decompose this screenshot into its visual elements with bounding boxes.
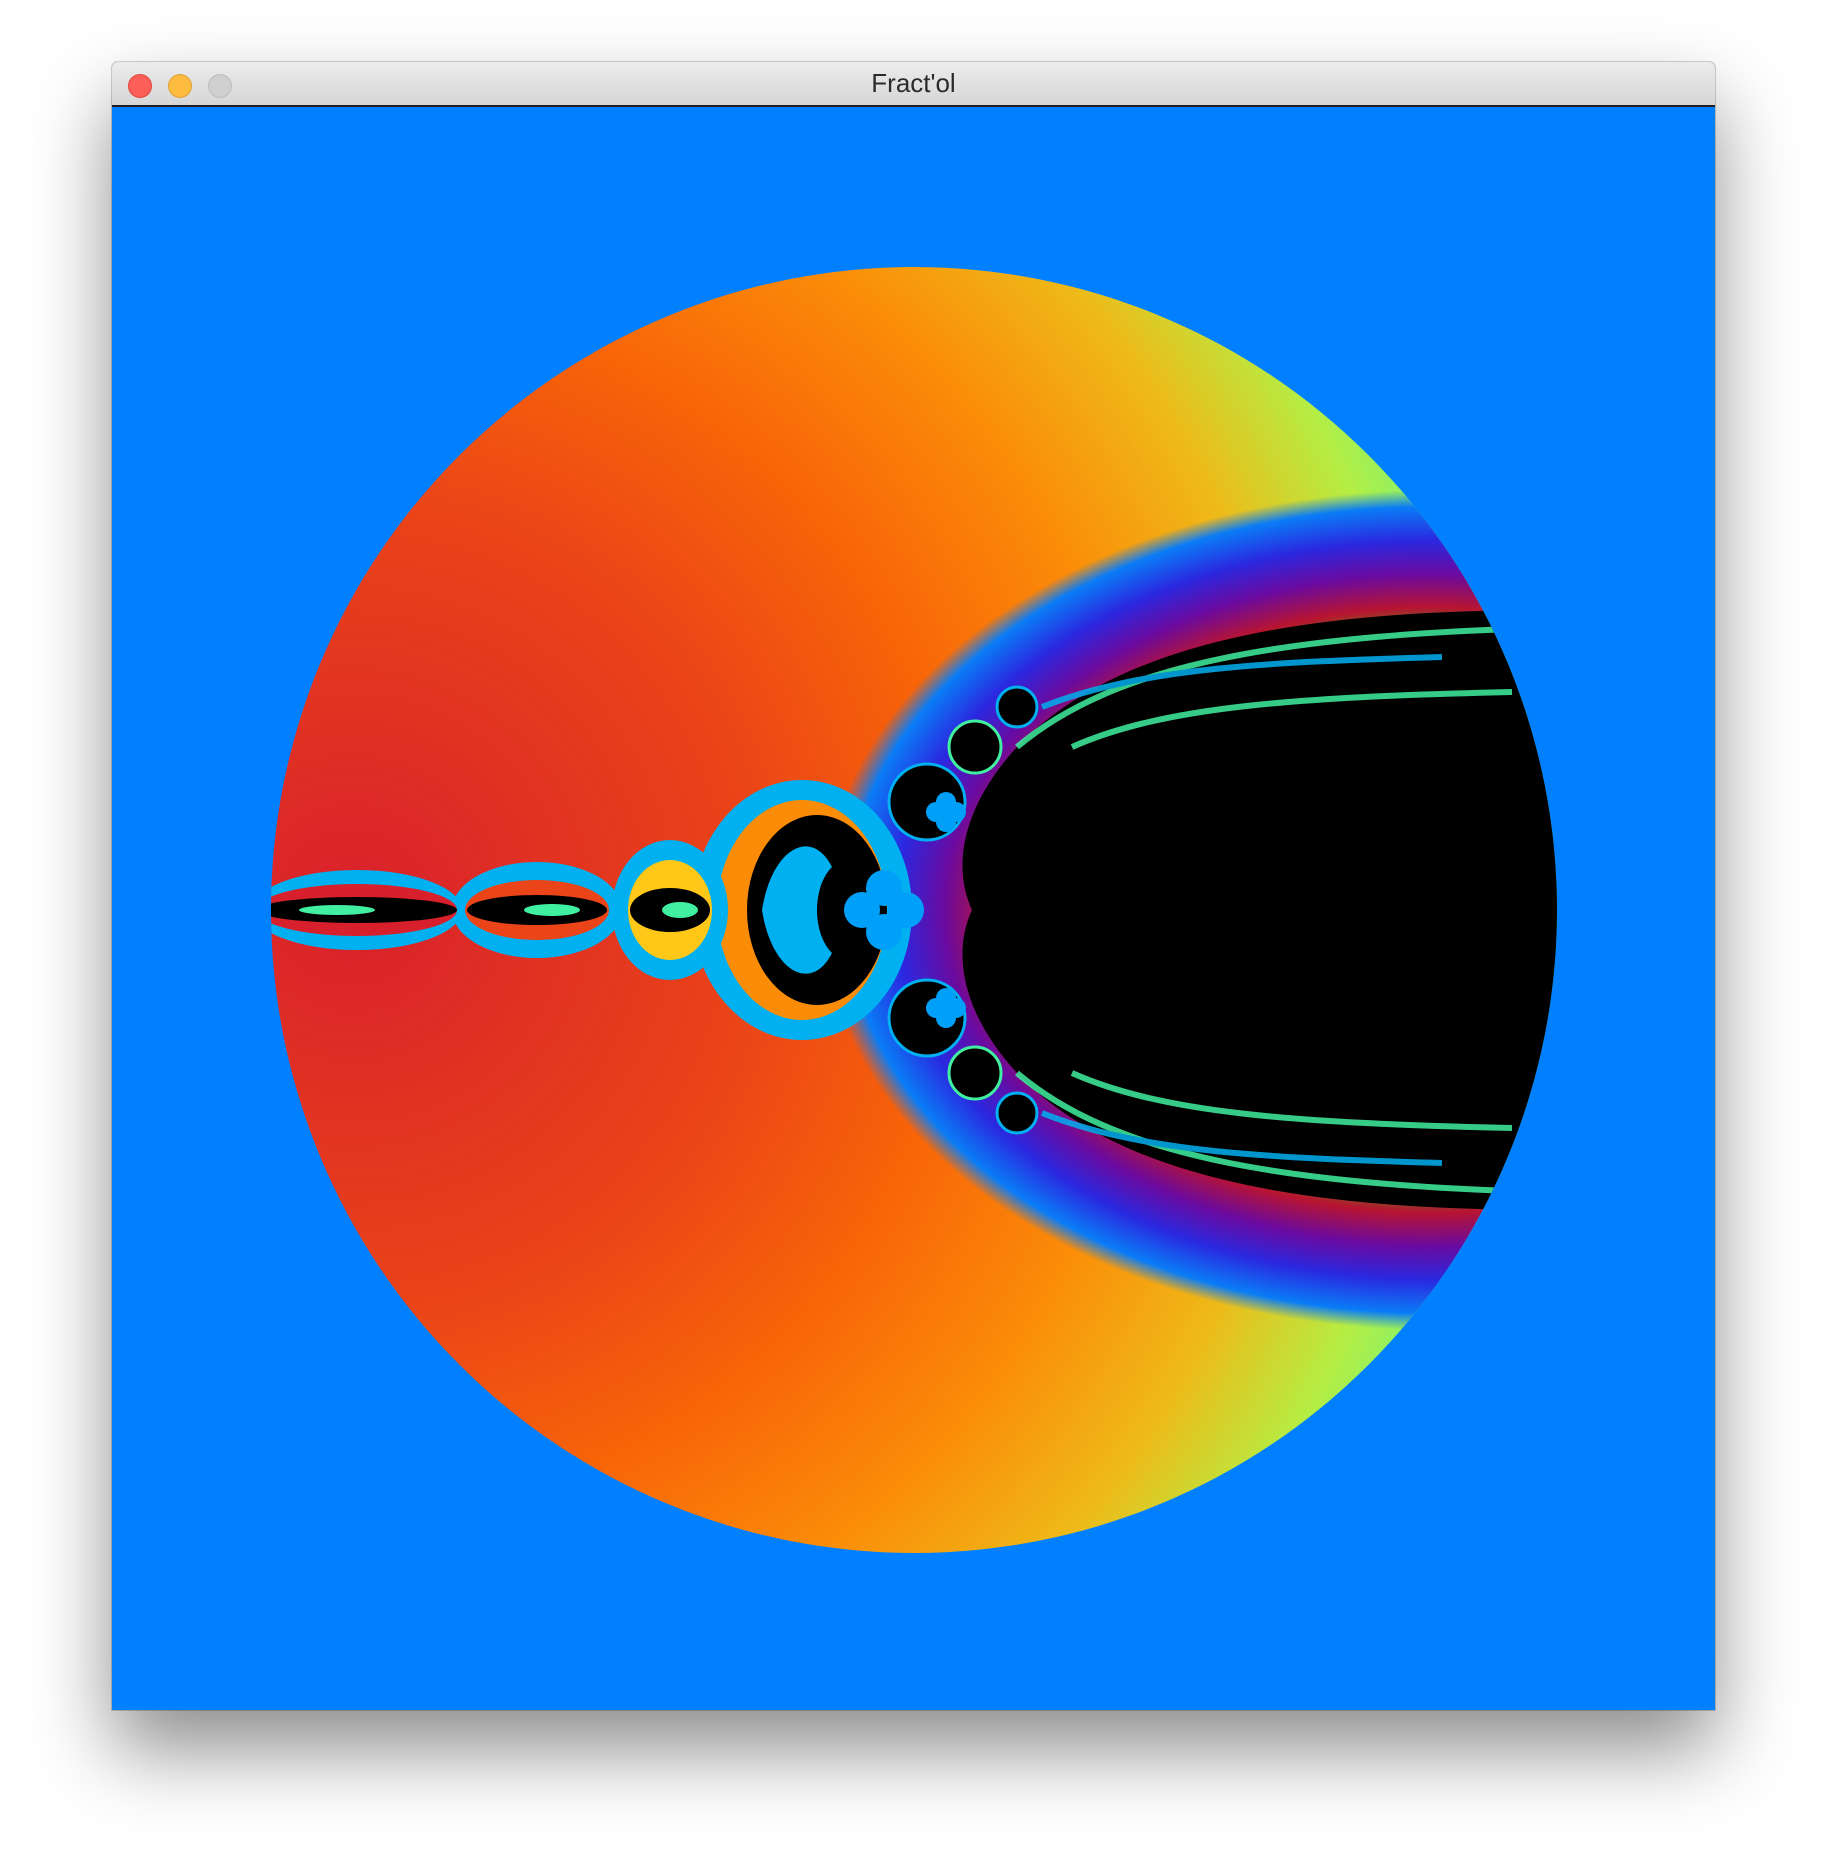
window-title: Fract'ol [871,68,956,98]
minimize-button[interactable] [168,74,192,98]
fractal-disc [271,267,1557,1553]
title-bar[interactable]: Fract'ol [112,62,1715,107]
fractal-canvas[interactable] [112,107,1715,1710]
zoom-button[interactable] [208,74,232,98]
fractol-window: Fract'ol [112,62,1715,1710]
close-button[interactable] [128,74,152,98]
fractal-render [271,267,1557,1553]
axis-lenses [271,780,912,1040]
cusp-quatrefoil [844,870,924,950]
cardioid-bulbs [887,685,1039,1135]
